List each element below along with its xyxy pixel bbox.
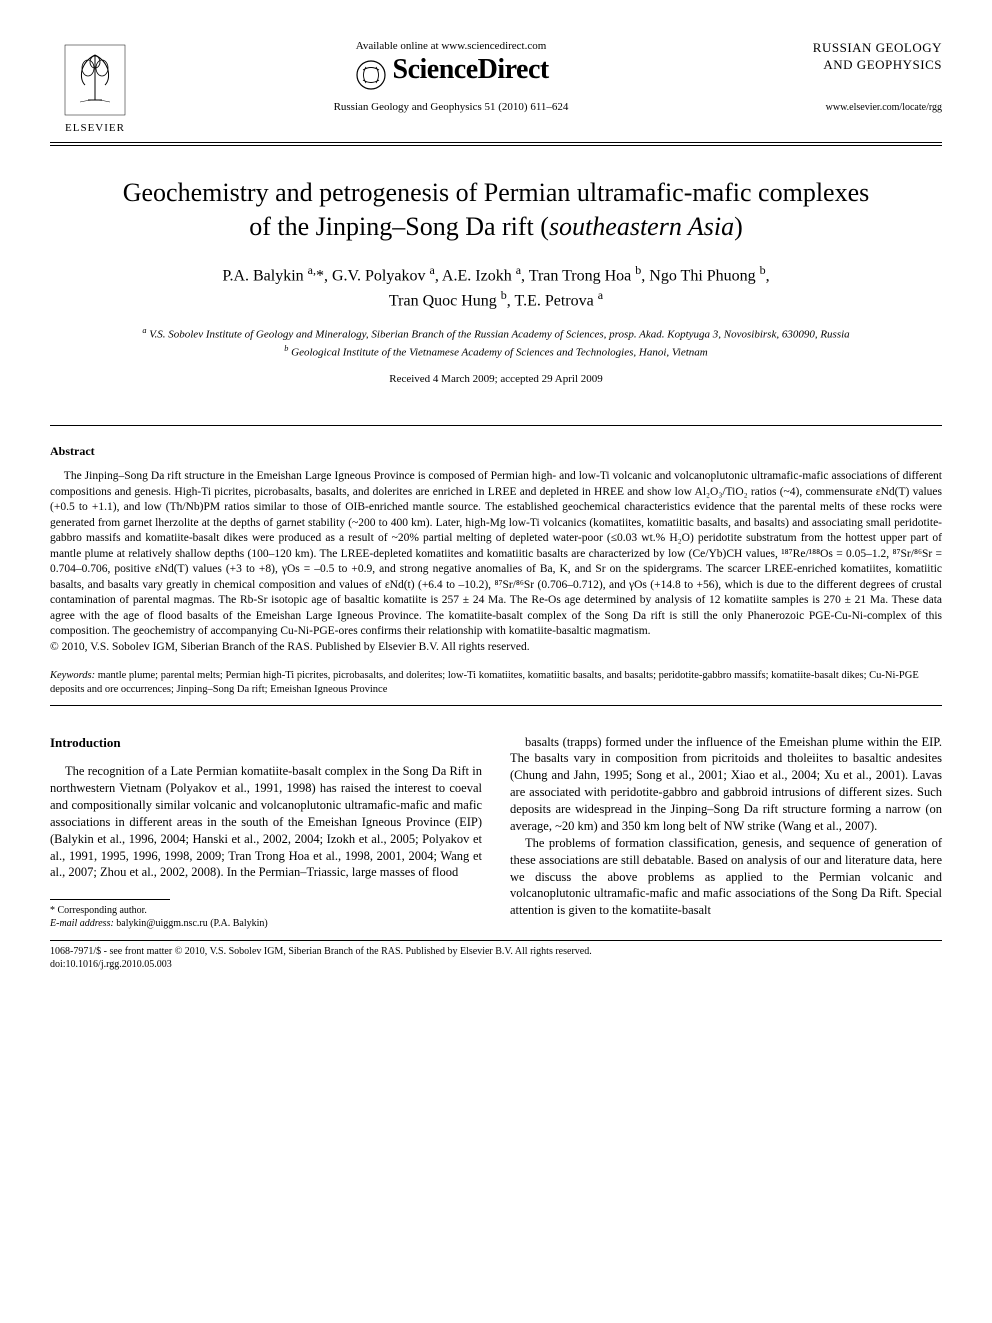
introduction-heading: Introduction xyxy=(50,734,482,752)
keywords-line: Keywords: mantle plume; parental melts; … xyxy=(50,669,942,696)
journal-reference: Russian Geology and Geophysics 51 (2010)… xyxy=(140,101,762,113)
header-rule-thick xyxy=(50,142,942,143)
affiliation-b: Geological Institute of the Vietnamese A… xyxy=(291,347,708,359)
left-column: Introduction The recognition of a Late P… xyxy=(50,734,482,931)
sciencedirect-swirl-icon xyxy=(353,57,389,93)
sciencedirect-wordmark: ScienceDirect xyxy=(393,54,549,85)
abstract-copyright: © 2010, V.S. Sobolev IGM, Siberian Branc… xyxy=(50,641,530,653)
elsevier-tree-icon xyxy=(60,40,130,120)
affiliations: a V.S. Sobolev Institute of Geology and … xyxy=(50,325,942,361)
journal-name: RUSSIAN GEOLOGY AND GEOPHYSICS xyxy=(762,40,942,74)
post-abstract-rule xyxy=(50,705,942,706)
email-address-label: E-mail address: xyxy=(50,918,114,929)
header-rule-thin xyxy=(50,145,942,146)
pre-abstract-rule xyxy=(50,425,942,426)
intro-paragraph-1: The recognition of a Late Permian komati… xyxy=(50,763,482,881)
email-line: E-mail address: balykin@uiggm.nsc.ru (P.… xyxy=(50,917,482,930)
journal-name-line2: AND GEOPHYSICS xyxy=(823,57,942,72)
received-line: Received 4 March 2009; accepted 29 April… xyxy=(50,373,942,385)
keywords-label: Keywords: xyxy=(50,670,95,681)
footer-copyright: 1068-7971/$ - see front matter © 2010, V… xyxy=(50,945,942,971)
corresponding-author-footnote: * Corresponding author. E-mail address: … xyxy=(50,904,482,930)
abstract-heading: Abstract xyxy=(50,444,942,459)
intro-paragraph-2: basalts (trapps) formed under the influe… xyxy=(510,734,942,835)
keywords-text: mantle plume; parental melts; Permian hi… xyxy=(50,670,919,695)
affiliation-a: V.S. Sobolev Institute of Geology and Mi… xyxy=(149,329,849,341)
elsevier-label: ELSEVIER xyxy=(65,122,125,134)
doi-line: doi:10.1016/j.rgg.2010.05.003 xyxy=(50,959,172,970)
corresponding-label: * Corresponding author. xyxy=(50,904,482,917)
journal-name-line1: RUSSIAN GEOLOGY xyxy=(813,40,942,55)
abstract-body: The Jinping–Song Da rift structure in th… xyxy=(50,469,942,655)
footnote-separator xyxy=(50,899,170,900)
body-columns: Introduction The recognition of a Late P… xyxy=(50,734,942,931)
right-column: basalts (trapps) formed under the influe… xyxy=(510,734,942,931)
abstract-paragraph: The Jinping–Song Da rift structure in th… xyxy=(50,469,942,640)
journal-url: www.elsevier.com/locate/rgg xyxy=(762,102,942,113)
article-title: Geochemistry and petrogenesis of Permian… xyxy=(50,176,942,244)
intro-paragraph-3: The problems of formation classification… xyxy=(510,835,942,919)
issn-line: 1068-7971/$ - see front matter © 2010, V… xyxy=(50,946,592,957)
email-address: balykin@uiggm.nsc.ru (P.A. Balykin) xyxy=(116,918,267,929)
right-header: RUSSIAN GEOLOGY AND GEOPHYSICS www.elsev… xyxy=(762,40,942,113)
page-header: ELSEVIER Available online at www.science… xyxy=(50,40,942,134)
authors-line: P.A. Balykin a,*, G.V. Polyakov a, A.E. … xyxy=(50,262,942,313)
footer-rule xyxy=(50,940,942,941)
elsevier-logo-block: ELSEVIER xyxy=(50,40,140,134)
sciencedirect-logo-row: ScienceDirect xyxy=(140,54,762,93)
available-online-text: Available online at www.sciencedirect.co… xyxy=(140,40,762,52)
center-header: Available online at www.sciencedirect.co… xyxy=(140,40,762,113)
